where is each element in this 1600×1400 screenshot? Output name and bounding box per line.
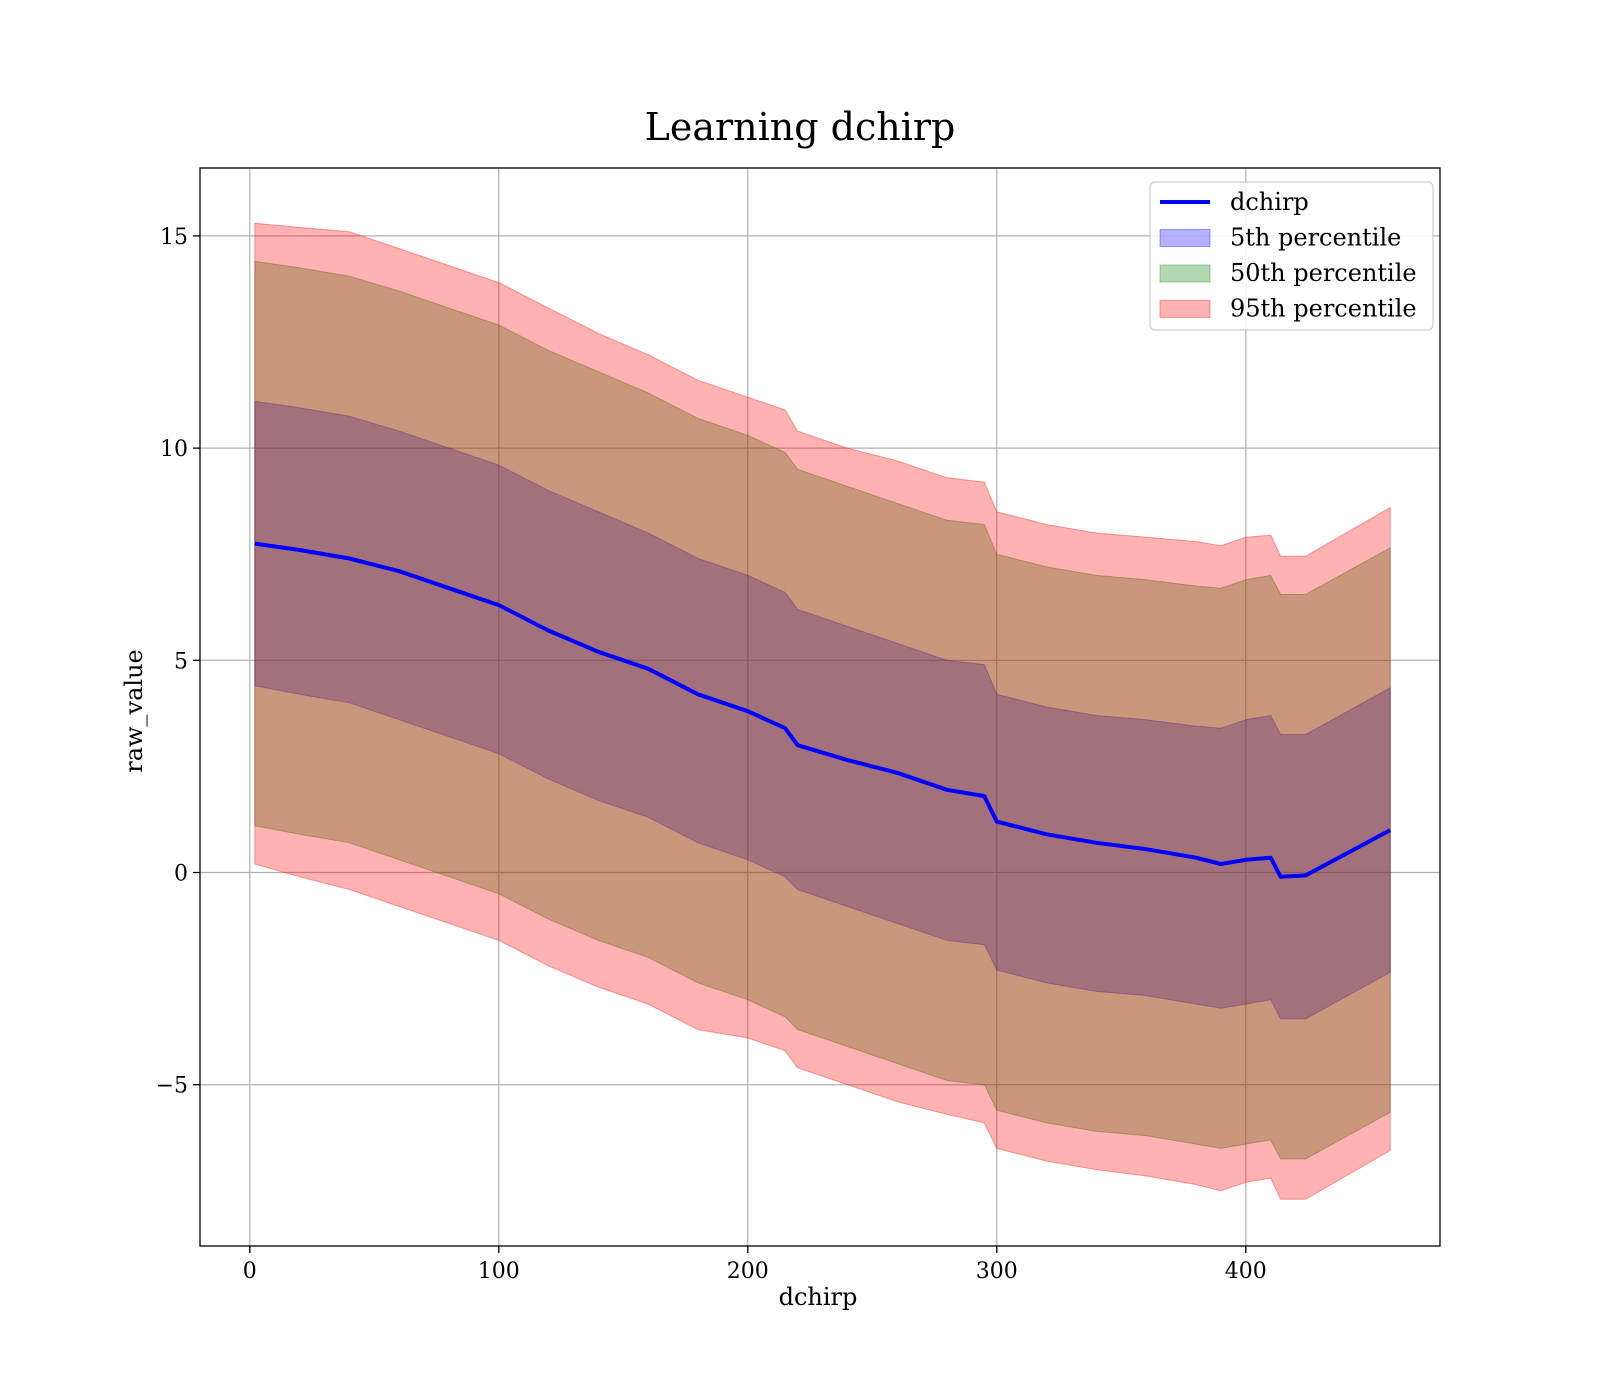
series-line-dchirp [254, 541, 1392, 879]
band-50th-percentile [254, 260, 1391, 1160]
plot-area: 0 100 200 300 400 −5 0 5 10 15 [156, 167, 1441, 1284]
y-axis-label: raw_value [120, 649, 148, 773]
x-tick-label: 300 [976, 1259, 1018, 1284]
band-95th-percentile [254, 222, 1391, 1200]
band-5th-percentile [254, 400, 1391, 1020]
y-tick-label: −5 [156, 1074, 188, 1099]
x-tick-label: 400 [1225, 1259, 1267, 1284]
legend-label: 5th percentile [1230, 224, 1401, 252]
legend-patch-swatch [1159, 300, 1211, 318]
y-tick-label: 15 [160, 225, 188, 250]
x-tick-label: 200 [727, 1259, 769, 1284]
legend-patch-swatch [1159, 264, 1211, 283]
legend-patch-swatch [1159, 229, 1211, 247]
legend-box [1149, 181, 1434, 331]
legend: dchirp 5th percentile 50th percentile 95th … [1149, 181, 1434, 331]
x-tick-label: 100 [478, 1259, 520, 1284]
y-tick-label: 0 [174, 862, 188, 887]
legend-label: dchirp [1230, 188, 1309, 216]
x-tick-label: 0 [243, 1259, 257, 1284]
x-axis-label: dchirp [779, 1283, 858, 1311]
y-tick-label: 10 [160, 437, 188, 462]
chart-title: Learning dchirp [645, 105, 956, 149]
y-tick-label: 5 [174, 649, 188, 674]
legend-label: 50th percentile [1230, 259, 1417, 287]
legend-label: 95th percentile [1230, 295, 1417, 323]
axes-frame [199, 167, 1441, 1247]
